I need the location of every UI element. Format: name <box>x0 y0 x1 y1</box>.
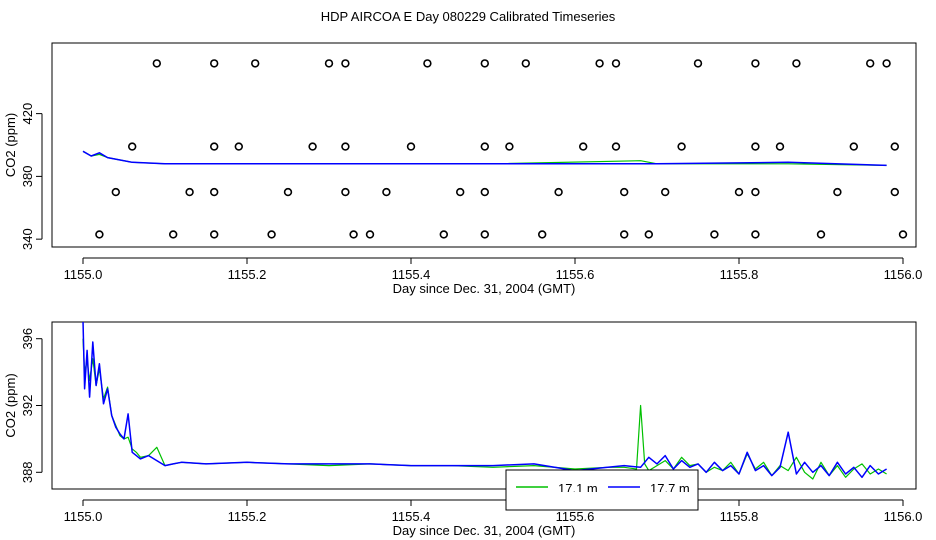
marker-point <box>775 142 785 151</box>
marker-point <box>95 230 104 239</box>
marker-point <box>210 142 219 151</box>
marker-point <box>480 230 489 239</box>
marker-point <box>751 59 760 68</box>
marker-point <box>816 230 826 239</box>
marker-point <box>734 187 744 197</box>
marker-point <box>349 230 358 239</box>
y-tick-label: 396 <box>20 328 35 350</box>
y-tick-label: 392 <box>20 395 35 417</box>
y-tick-label: 388 <box>20 461 35 483</box>
x-tick-label: 1155.8 <box>720 267 759 282</box>
marker-point <box>308 142 317 151</box>
x-axis-title: Day since Dec. 31, 2004 (GMT) <box>393 281 576 296</box>
x-tick-label: 1156.0 <box>884 509 923 524</box>
y-tick-label: 340 <box>20 228 35 250</box>
marker-point <box>833 187 842 197</box>
marker-point <box>185 187 194 197</box>
plot-area <box>82 59 908 239</box>
marker-point <box>792 59 801 68</box>
bottom-panel: 1155.0 1155.2 1155.4 1155.6 1155.8 1156.0 Day … <box>3 321 923 538</box>
x-axis-title: Day since Dec. 31, 2004 (GMT) <box>393 523 576 538</box>
marker-point <box>644 230 653 239</box>
marker-point <box>480 59 489 68</box>
marker-point <box>480 142 489 151</box>
marker-point <box>554 187 563 197</box>
marker-point <box>324 59 334 68</box>
top-panel: 1155.0 1155.2 1155.4 1155.6 1155.8 1156.0 Day … <box>3 42 923 296</box>
x-tick-label: 1155.2 <box>228 267 267 282</box>
marker-point <box>849 142 858 151</box>
y-tick-label: 420 <box>20 103 35 125</box>
y-tick-label: 380 <box>20 166 35 188</box>
x-tick-label: 1155.4 <box>392 267 431 282</box>
series-line-blue <box>82 322 887 479</box>
x-tick-label: 1155.8 <box>720 509 759 524</box>
x-tick-label: 1155.0 <box>64 267 103 282</box>
y-axis-title: CO2 (ppm) <box>3 373 18 437</box>
marker-point <box>365 230 375 239</box>
legend-label: 17.7 m <box>650 481 690 496</box>
marker-point <box>210 59 219 68</box>
marker-point <box>710 230 719 239</box>
plot-area <box>82 322 887 480</box>
plot-frame <box>51 42 917 248</box>
x-tick-label: 1155.6 <box>556 267 595 282</box>
marker-point <box>693 59 703 68</box>
marker-point <box>341 187 350 197</box>
marker-point <box>234 142 244 151</box>
marker-point <box>619 187 629 197</box>
marker-point <box>890 187 899 197</box>
marker-point <box>128 142 137 151</box>
marker-point <box>283 187 293 197</box>
marker-point <box>537 230 547 239</box>
marker-point <box>882 59 891 68</box>
marker-point <box>619 230 629 239</box>
marker-point <box>677 142 686 151</box>
x-tick-label: 1155.2 <box>228 509 267 524</box>
marker-point <box>267 230 276 239</box>
legend-box <box>505 469 699 511</box>
x-tick-label: 1156.0 <box>884 267 923 282</box>
marker-point <box>341 59 350 68</box>
marker-point <box>439 230 448 239</box>
marker-point <box>406 142 416 151</box>
marker-point <box>505 142 514 151</box>
marker-point <box>251 59 260 68</box>
marker-point <box>611 142 621 151</box>
marker-point <box>898 230 908 239</box>
marker-point <box>480 187 489 197</box>
marker-point <box>521 59 530 68</box>
marker-point <box>660 187 670 197</box>
marker-point <box>169 230 178 239</box>
page-title: HDP AIRCOA E Day 080229 Calibrated Times… <box>320 9 616 24</box>
series-line-blue <box>82 150 887 167</box>
marker-point <box>111 187 121 197</box>
marker-point <box>210 187 219 197</box>
legend: 17.1 m 17.7 m <box>505 469 699 511</box>
marker-point <box>152 59 162 68</box>
marker-point <box>890 142 899 151</box>
marker-point <box>751 142 760 151</box>
marker-point <box>578 142 588 151</box>
y-axis-title: CO2 (ppm) <box>3 113 18 177</box>
x-tick-label: 1155.4 <box>392 509 431 524</box>
series-line-green <box>82 338 887 480</box>
marker-point <box>865 59 875 68</box>
x-tick-label: 1155.0 <box>64 509 103 524</box>
x-tick-label: 1155.6 <box>556 509 595 524</box>
marker-point <box>456 187 465 197</box>
legend-label: 17.1 m <box>558 481 598 496</box>
marker-point <box>382 187 391 197</box>
marker-point <box>423 59 432 68</box>
marker-point <box>210 230 219 239</box>
marker-point <box>611 59 621 68</box>
marker-point <box>595 59 604 68</box>
marker-point <box>341 142 350 151</box>
plot-frame <box>51 321 917 490</box>
marker-point <box>751 230 760 239</box>
marker-point <box>751 187 760 197</box>
